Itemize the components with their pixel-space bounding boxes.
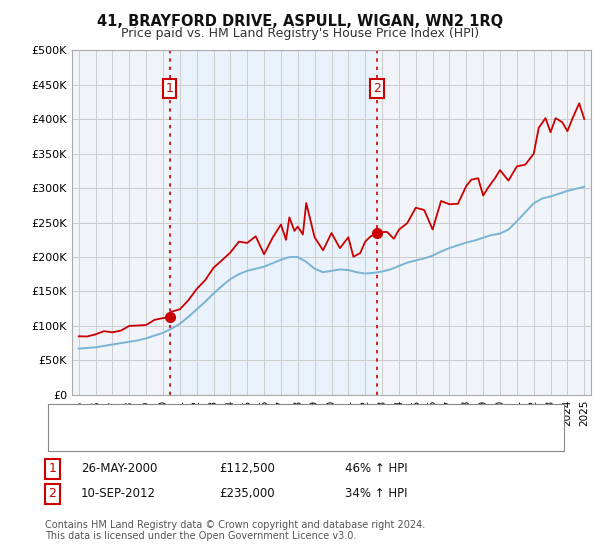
Text: 41, BRAYFORD DRIVE, ASPULL, WIGAN, WN2 1RQ: 41, BRAYFORD DRIVE, ASPULL, WIGAN, WN2 1… [97,14,503,29]
Text: 26-MAY-2000: 26-MAY-2000 [81,462,157,475]
Text: £112,500: £112,500 [219,462,275,475]
Text: 2: 2 [373,82,381,95]
Text: 34% ↑ HPI: 34% ↑ HPI [345,487,407,501]
Text: 46% ↑ HPI: 46% ↑ HPI [345,462,407,475]
Text: 1: 1 [166,82,173,95]
Text: HPI: Average price, detached house, Wigan: HPI: Average price, detached house, Wiga… [105,433,341,443]
Bar [170,50,377,395]
Text: 10-SEP-2012: 10-SEP-2012 [81,487,156,501]
Text: 1: 1 [48,462,56,475]
Text: 41, BRAYFORD DRIVE, ASPULL, WIGAN, WN2 1RQ (detached house): 41, BRAYFORD DRIVE, ASPULL, WIGAN, WN2 1… [105,412,474,422]
Text: 2: 2 [48,487,56,501]
Text: Contains HM Land Registry data © Crown copyright and database right 2024.
This d: Contains HM Land Registry data © Crown c… [45,520,425,542]
Text: £235,000: £235,000 [219,487,275,501]
Text: Price paid vs. HM Land Registry's House Price Index (HPI): Price paid vs. HM Land Registry's House … [121,27,479,40]
